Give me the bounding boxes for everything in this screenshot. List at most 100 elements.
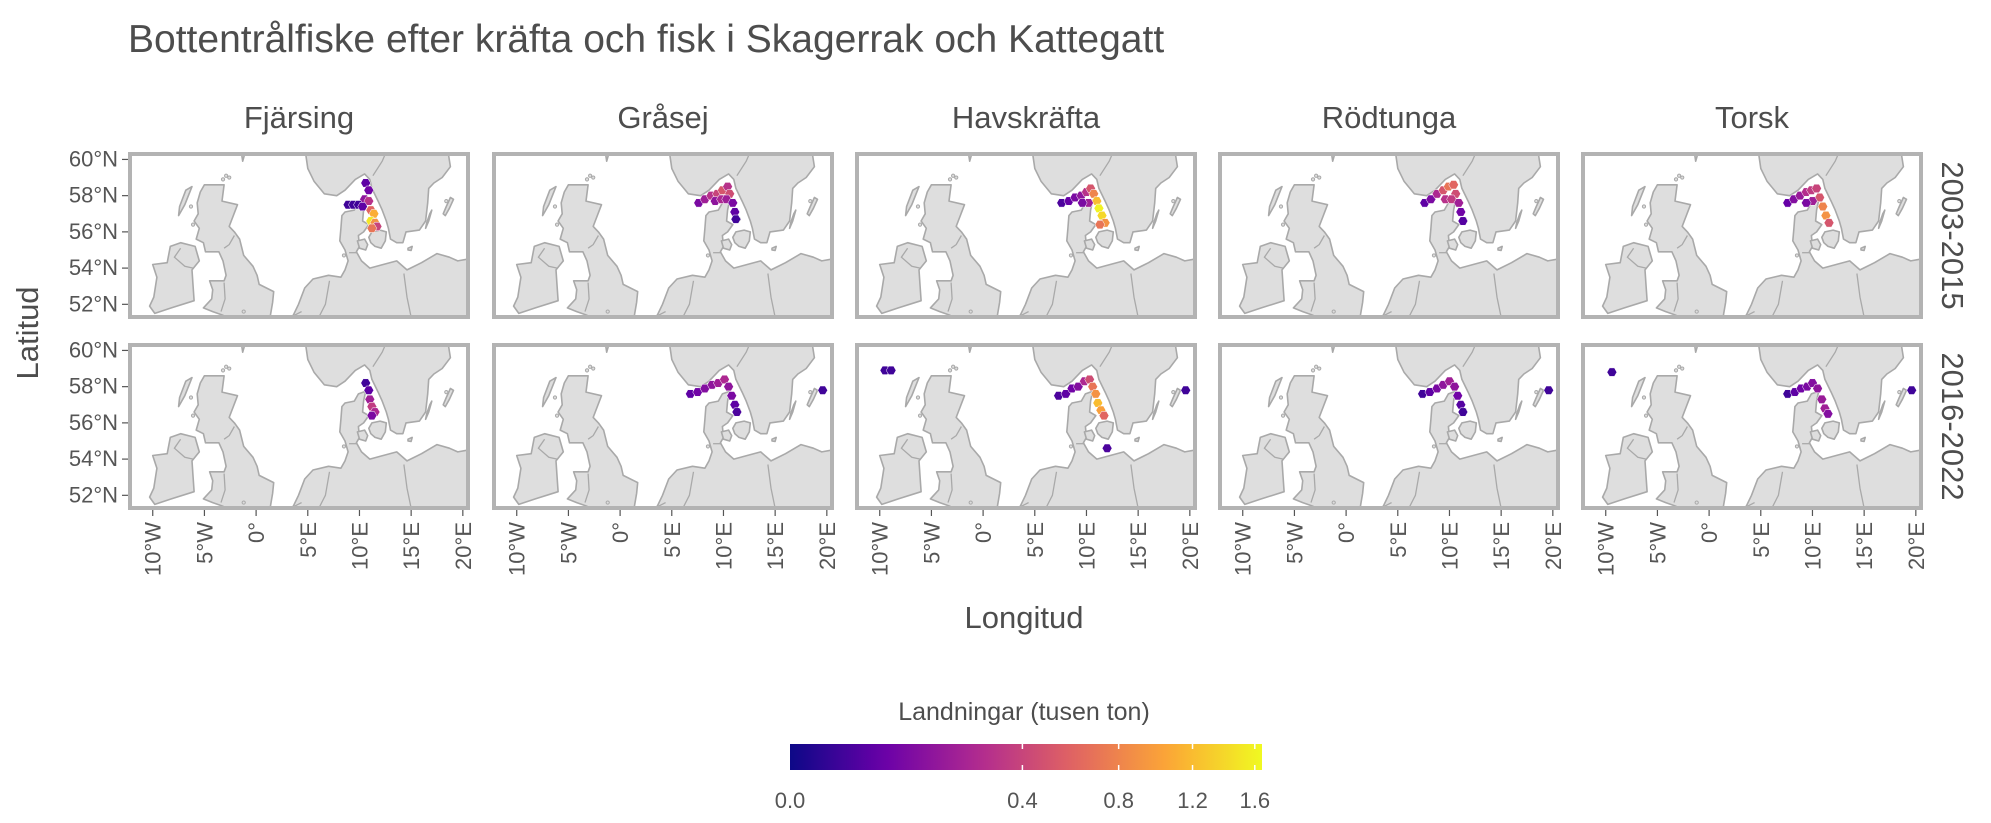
x-tick-label: 20°E (451, 522, 476, 570)
landmass-gotland (1169, 196, 1182, 217)
island (1278, 204, 1284, 209)
map-panel-3-1 (857, 154, 1195, 317)
island (1310, 368, 1316, 373)
panel-frame (1581, 152, 1923, 319)
country-border (767, 464, 776, 508)
island (444, 389, 449, 395)
panel-frame (128, 152, 470, 319)
island (1280, 413, 1286, 418)
island (1171, 198, 1176, 204)
hexbin-cell (1090, 389, 1101, 399)
landmass-hebrides (541, 185, 557, 217)
country-border (537, 247, 558, 269)
hexbin-cell (1906, 385, 1917, 395)
hexbin-cell (1457, 216, 1469, 226)
island (188, 204, 194, 209)
island (220, 177, 226, 182)
x-tick-label: 5°E (660, 522, 685, 558)
landmass-ireland (512, 432, 565, 506)
hexbin-cell (357, 202, 368, 212)
panel-frame (855, 152, 1197, 319)
landmass-hebrides (177, 376, 193, 408)
island (227, 366, 232, 371)
country-border (663, 280, 695, 317)
hexbin-cell (1811, 183, 1822, 193)
country-border (1099, 345, 1113, 368)
x-tick-label: 15°E (1489, 522, 1514, 570)
island (1641, 395, 1647, 400)
island (968, 309, 973, 314)
island (1068, 253, 1074, 258)
panel-frame (1218, 152, 1560, 319)
x-tick-label: 5°E (1386, 522, 1411, 558)
landmass-ireland (512, 241, 565, 315)
landmass-gotland (442, 387, 455, 408)
island (1314, 364, 1319, 369)
island (227, 175, 232, 180)
island (1680, 175, 1685, 180)
hexbin-cell (368, 209, 380, 219)
y-axis-title: Latitud (10, 286, 45, 379)
island (188, 395, 194, 400)
country-border (1856, 273, 1865, 317)
island (917, 222, 923, 227)
country-border (223, 235, 235, 249)
hexbin-cell (1098, 411, 1110, 421)
hexbin-cell (817, 385, 828, 395)
map-panel-5-2 (1583, 345, 1921, 508)
country-border (220, 282, 226, 312)
hexbin-cell (363, 385, 374, 395)
hexbin-cell (1817, 202, 1828, 212)
island (1331, 309, 1336, 314)
country-border (1310, 282, 1316, 312)
landmass-gotland (1895, 196, 1908, 217)
map-panel-3-2 (857, 345, 1195, 508)
island (917, 413, 923, 418)
hexbin-cell (363, 196, 374, 206)
landmass-scandinavia (668, 154, 816, 244)
x-tick-label: 20°E (1178, 522, 1203, 570)
country-border (537, 438, 558, 460)
y-tick-label: 56°N (69, 219, 118, 244)
x-tick-label: 10°E (712, 522, 737, 570)
x-tick-label: 5°W (1645, 522, 1670, 564)
y-tick-label: 58°N (69, 374, 118, 399)
legend-tick-label: 0.8 (1103, 788, 1134, 813)
island (1643, 222, 1649, 227)
island (951, 364, 956, 369)
x-tick-label: 20°E (1904, 522, 1929, 570)
country-border (1825, 345, 1839, 368)
legend-tick-label: 1.2 (1177, 788, 1208, 813)
island (591, 366, 596, 371)
landmass-ireland (1601, 241, 1654, 315)
hexbin-cell (1606, 367, 1618, 377)
map-panel-5-1 (1583, 154, 1921, 317)
hexbin-cell (366, 223, 378, 233)
landmass-scandinavia (1394, 154, 1542, 244)
landmass-funen (1083, 238, 1096, 251)
x-tick-label: 0° (608, 522, 633, 543)
landmass-bornholm (771, 436, 777, 443)
country-border (1130, 273, 1139, 317)
legend-title: Landningar (tusen ton) (898, 698, 1150, 726)
island (1794, 253, 1800, 258)
y-tick-label: 60°N (69, 146, 118, 171)
x-axis-title: Longitud (965, 600, 1084, 635)
x-tick-label: 10°W (141, 522, 166, 576)
island (1317, 175, 1322, 180)
country-border (1099, 154, 1113, 177)
landmass-ireland (875, 432, 928, 506)
island (1317, 366, 1322, 371)
island (554, 222, 560, 227)
island (241, 500, 246, 505)
panel-frame (128, 343, 470, 510)
island (220, 368, 226, 373)
x-tick-label: 5°W (919, 522, 944, 564)
island (341, 444, 347, 449)
x-tick-label: 10°E (348, 522, 373, 570)
map-panel-1-1 (130, 154, 468, 317)
x-tick-label: 15°E (763, 522, 788, 570)
landmass-ireland (1238, 432, 1291, 506)
landmass-scandinavia (1394, 345, 1542, 435)
island (1534, 198, 1539, 204)
